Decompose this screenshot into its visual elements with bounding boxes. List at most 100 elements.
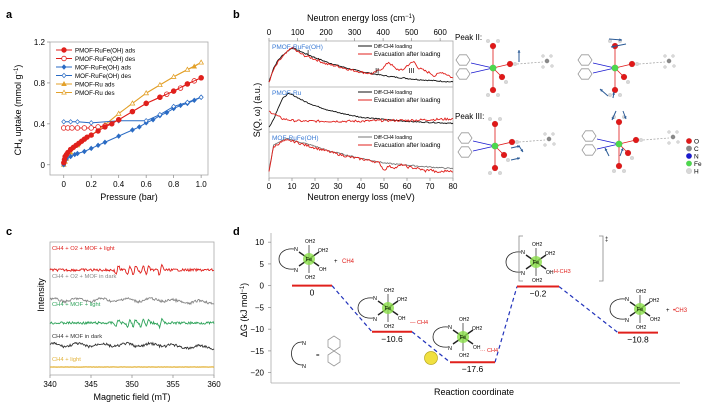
h-atom xyxy=(663,65,667,69)
ring xyxy=(457,146,473,158)
h-atom xyxy=(486,39,490,43)
x-tick-label: 355 xyxy=(166,380,180,389)
peak-label: II xyxy=(375,68,379,75)
atom-legend-label: C xyxy=(694,146,699,153)
ring xyxy=(577,68,593,80)
h-atom xyxy=(550,64,554,68)
n-label: N xyxy=(448,325,452,331)
spectrum-line xyxy=(268,139,454,174)
atom-legend-swatch xyxy=(686,138,692,144)
x-tick-label: 0.8 xyxy=(168,180,180,189)
oh2-label: OH2 xyxy=(397,297,408,303)
legend-label: Diff-CH4 loading xyxy=(374,135,412,141)
data-point xyxy=(61,72,67,79)
molecule-structure xyxy=(457,117,556,175)
trace-line xyxy=(49,341,215,351)
y-tick-label: 5 xyxy=(260,260,265,269)
o-atom xyxy=(628,60,636,68)
c-atom xyxy=(670,134,676,140)
energy-connector xyxy=(494,286,518,363)
x-tick-label: 360 xyxy=(207,380,221,389)
panel-b-frame xyxy=(268,40,454,179)
top-x-tick-label: 200 xyxy=(319,28,333,37)
h-atom xyxy=(498,171,502,175)
ch4-label: ··· CH4 xyxy=(480,348,498,354)
peak-ii-label: Peak II: xyxy=(455,33,482,42)
molecule-structure xyxy=(577,38,676,99)
x-tick-label: 80 xyxy=(449,182,458,191)
data-point xyxy=(75,150,80,157)
spectrum-line xyxy=(268,46,454,83)
h-atom xyxy=(486,93,490,97)
data-point xyxy=(184,66,191,72)
data-point xyxy=(68,153,74,160)
x-tick-label: 0 xyxy=(267,182,272,191)
n-label: N xyxy=(373,296,377,302)
subpanel-label: PMOF-RuFe(OH) xyxy=(272,44,323,51)
panel-c-xlabel: Magnetic field (mT) xyxy=(93,392,170,402)
data-point xyxy=(170,88,177,94)
atom-legend-entry: H xyxy=(686,168,699,176)
x-tick-label: 340 xyxy=(43,380,57,389)
h-atom xyxy=(663,54,667,58)
h-atom xyxy=(608,39,612,43)
oh2-label: OH2 xyxy=(459,353,470,359)
subpanel-mof-rufe-oh-: MOF-RuFe(OH) xyxy=(268,135,454,174)
y-tick-label: −10 xyxy=(250,325,264,334)
x-tick-label: 0.6 xyxy=(141,180,153,189)
molecule-structure xyxy=(581,110,680,173)
data-point xyxy=(115,110,122,116)
y-tick-label: −15 xyxy=(250,347,264,356)
oh2-label: OH2 xyxy=(636,325,647,331)
panel-b-top-xlabel: Neutron energy loss (cm−1) xyxy=(307,13,415,23)
trace-label: CH4 + O2 + MOF in dark xyxy=(52,274,117,280)
y-tick-label: 0 xyxy=(260,282,265,291)
h-atom xyxy=(671,54,675,58)
ch3-radical-label: •CH3 xyxy=(673,308,688,314)
data-point xyxy=(116,133,122,139)
x-tick-label: 50 xyxy=(380,182,389,191)
legend-entry: PMOF-Ru des xyxy=(56,89,115,97)
energy-level-label: −10.8 xyxy=(627,335,649,345)
data-point xyxy=(129,100,136,106)
data-point xyxy=(61,89,67,95)
series-pmof-rufe-oh-ads xyxy=(61,75,204,166)
h-atom xyxy=(488,117,492,121)
n-label: N xyxy=(448,346,452,352)
data-point xyxy=(184,99,190,106)
data-point xyxy=(143,118,149,124)
ring xyxy=(455,54,471,66)
legend-entry: PMOF-RuFe(OH) ads xyxy=(56,47,135,55)
atom-legend-entry: Fe xyxy=(686,160,702,168)
h-ch3-label: -H-CH3 xyxy=(552,269,571,275)
legend-entry: MOF-RuFe(OH) des xyxy=(56,72,131,80)
data-point xyxy=(95,142,101,149)
h-atom xyxy=(496,39,500,43)
data-point xyxy=(184,81,191,87)
c-atom xyxy=(544,58,550,64)
atom-legend-swatch xyxy=(686,145,692,152)
data-point xyxy=(102,124,108,130)
x-tick-label: 40 xyxy=(357,182,366,191)
data-point xyxy=(61,47,67,53)
trace-line xyxy=(49,263,215,276)
h-atom xyxy=(541,54,545,58)
panel-label-b: b xyxy=(233,9,240,21)
o-atom xyxy=(615,118,623,126)
data-point xyxy=(109,121,115,127)
fe-center-icon xyxy=(382,302,394,314)
h-atom xyxy=(676,140,680,144)
oh2-label: OH2 xyxy=(459,317,470,323)
h-atom xyxy=(551,132,555,136)
x-tick-label: 60 xyxy=(403,182,412,191)
data-point xyxy=(61,55,67,62)
panel-d-xlabel: Reaction coordinate xyxy=(434,387,514,397)
oh-label: OH xyxy=(546,270,554,276)
fe-center-icon xyxy=(530,256,542,268)
fe-label: Fe xyxy=(637,307,643,313)
h-atom xyxy=(488,171,492,175)
